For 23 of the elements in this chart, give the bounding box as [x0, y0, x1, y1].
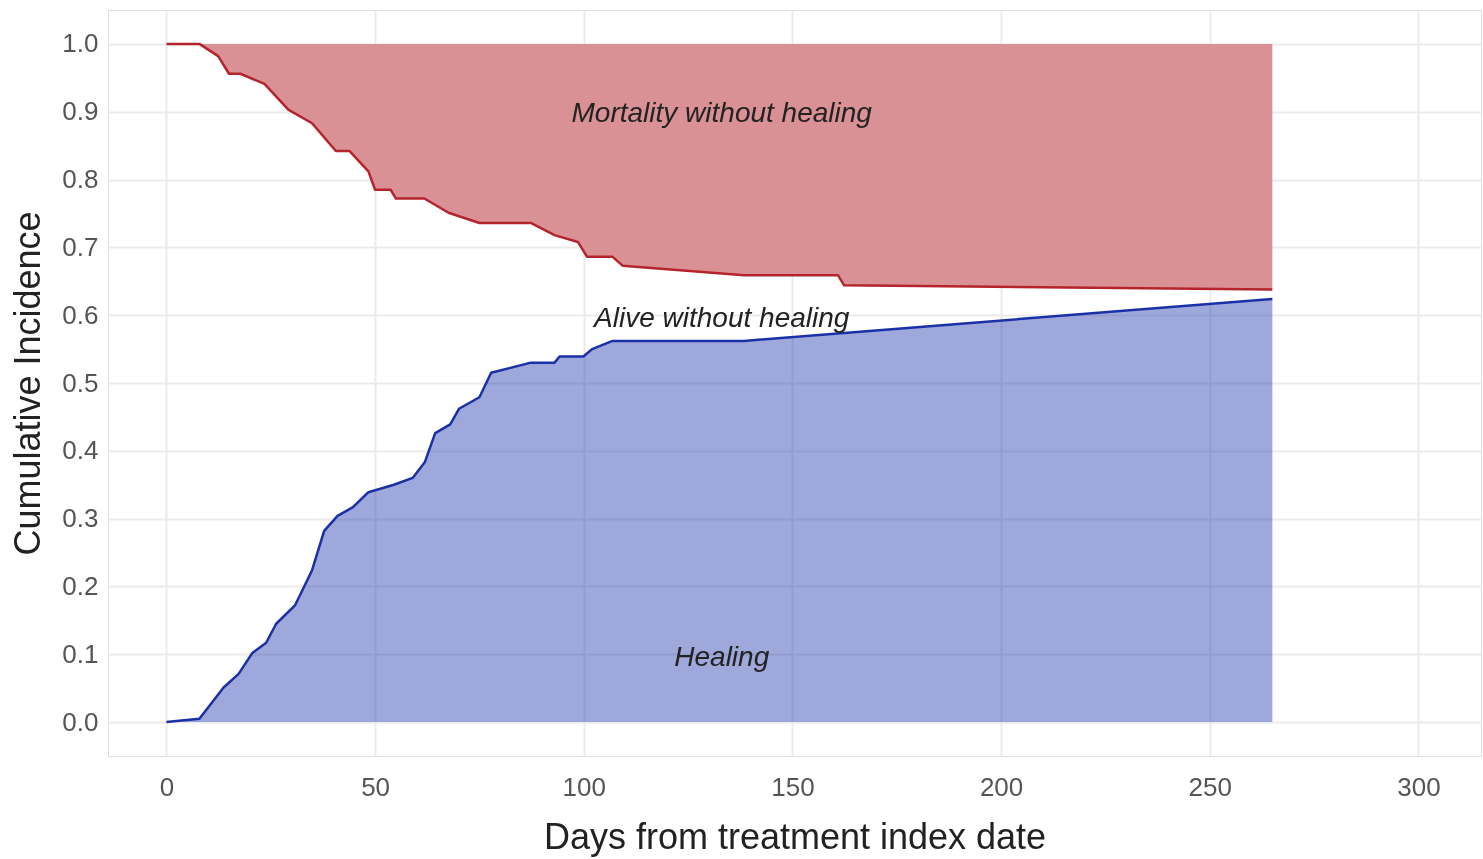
annotation: Mortality without healing: [571, 96, 873, 128]
y-tick-label: 0.6: [62, 299, 99, 330]
x-axis-title: Days from treatment index date: [543, 815, 1047, 857]
y-tick-label: 0.1: [62, 638, 99, 669]
y-tick-label: 0.5: [62, 367, 99, 398]
x-tick-label: 100: [562, 771, 606, 802]
y-tick-label: 1.0: [62, 28, 99, 59]
y-axis-title: Cumulative Incidence: [7, 211, 49, 556]
x-tick-label: 150: [771, 771, 815, 802]
y-tick-label: 0.8: [62, 164, 99, 195]
x-tick-label: 0: [159, 771, 175, 802]
y-tick-label: 0.2: [62, 570, 99, 601]
x-tick-label: 200: [979, 771, 1024, 802]
y-tick-label: 0.3: [62, 503, 99, 534]
annotation: Alive without healing: [592, 301, 850, 333]
y-tick-label: 0.4: [62, 435, 99, 466]
y-tick-label: 0.9: [62, 96, 99, 127]
x-tick-label: 50: [361, 771, 391, 802]
y-tick-label: 0.0: [62, 706, 99, 737]
annotation: Healing: [674, 641, 770, 673]
x-tick-label: 250: [1188, 771, 1232, 802]
x-tick-label: 300: [1397, 771, 1441, 802]
y-tick-label: 0.7: [62, 231, 99, 262]
